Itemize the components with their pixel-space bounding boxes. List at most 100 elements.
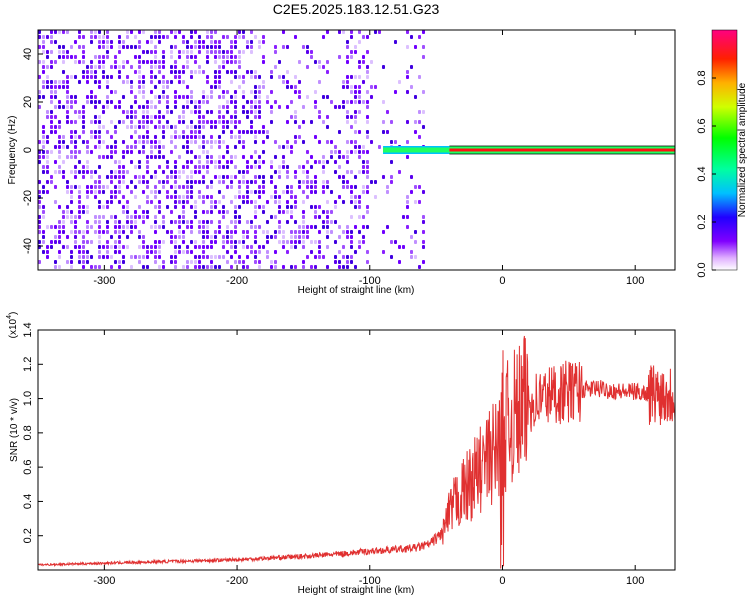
heatmap-cell	[142, 115, 145, 119]
heatmap-cell	[118, 260, 121, 264]
heatmap-cell	[78, 185, 81, 189]
heatmap-cell	[38, 45, 41, 49]
heatmap-cell	[186, 225, 189, 229]
heatmap-cell	[250, 190, 253, 194]
heatmap-cell	[138, 165, 141, 169]
heatmap-cell	[238, 195, 241, 199]
heatmap-cell	[58, 100, 61, 104]
heatmap-cell	[86, 165, 89, 169]
heatmap-cell	[198, 70, 201, 74]
heatmap-cell	[58, 105, 61, 109]
heatmap-cell	[238, 135, 241, 139]
heatmap-cell	[250, 130, 253, 134]
heatmap-cell	[302, 190, 305, 194]
heatmap-cell	[346, 265, 349, 269]
heatmap-cell	[42, 35, 45, 39]
heatmap-cell	[94, 265, 97, 269]
heatmap-cell	[158, 190, 161, 194]
heatmap-cell	[42, 150, 45, 154]
heatmap-cell	[222, 165, 225, 169]
heatmap-cell	[130, 120, 133, 124]
heatmap-cell	[198, 255, 201, 259]
heatmap-cell	[154, 45, 157, 49]
heatmap-cell	[386, 110, 389, 114]
heatmap-cell	[110, 90, 113, 94]
heatmap-cell	[138, 60, 141, 64]
heatmap-cell	[186, 100, 189, 104]
heatmap-cell	[102, 245, 105, 249]
heatmap-cell	[206, 165, 209, 169]
heatmap-cell	[106, 85, 109, 89]
heatmap-cell	[338, 105, 341, 109]
heatmap-cell	[142, 215, 145, 219]
heatmap-cell	[226, 105, 229, 109]
heatmap-cell	[358, 155, 361, 159]
heatmap-cell	[130, 265, 133, 269]
heatmap-cell	[134, 130, 137, 134]
heatmap-cell	[110, 155, 113, 159]
heatmap-cell	[146, 255, 149, 259]
heatmap-cell	[58, 135, 61, 139]
heatmap-cell	[186, 165, 189, 169]
heatmap-cell	[310, 205, 313, 209]
heatmap-cell	[38, 140, 41, 144]
heatmap-cell	[298, 80, 301, 84]
heatmap-cell	[178, 95, 181, 99]
heatmap-cell	[366, 100, 369, 104]
heatmap-cell	[186, 135, 189, 139]
heatmap-cell	[390, 240, 393, 244]
heatmap-cell	[230, 155, 233, 159]
heatmap-cell	[198, 265, 201, 269]
heatmap-cell	[230, 135, 233, 139]
heatmap-cell	[254, 180, 257, 184]
heatmap-cell	[218, 225, 221, 229]
heatmap-cell	[366, 185, 369, 189]
heatmap-cell	[158, 70, 161, 74]
heatmap-cell	[238, 255, 241, 259]
heatmap-cell	[178, 220, 181, 224]
heatmap-cell	[214, 230, 217, 234]
heatmap-cell	[74, 170, 77, 174]
heatmap-cell	[178, 55, 181, 59]
heatmap-cell	[50, 65, 53, 69]
heatmap-cell	[114, 230, 117, 234]
heatmap-cell	[358, 90, 361, 94]
heatmap-cell	[182, 250, 185, 254]
heatmap-cell	[98, 45, 101, 49]
heatmap-cell	[150, 50, 153, 54]
heatmap-cell	[210, 40, 213, 44]
heatmap-cell	[406, 200, 409, 204]
heatmap-cell	[66, 30, 69, 34]
heatmap-cell	[218, 120, 221, 124]
heatmap-cell	[86, 250, 89, 254]
heatmap-cell	[50, 40, 53, 44]
heatmap-cell	[54, 80, 57, 84]
colorbar-tick-label: 0.4	[696, 166, 708, 181]
heatmap-cell	[262, 175, 265, 179]
heatmap-cell	[78, 150, 81, 154]
heatmap-cell	[226, 150, 229, 154]
heatmap-cell	[270, 180, 273, 184]
heatmap-cell	[370, 140, 373, 144]
heatmap-cell	[94, 80, 97, 84]
heatmap-cell	[278, 175, 281, 179]
heatmap-cell	[354, 85, 357, 89]
heatmap-cell	[362, 80, 365, 84]
heatmap-cell	[170, 50, 173, 54]
heatmap-cell	[154, 85, 157, 89]
heatmap-cell	[278, 60, 281, 64]
heatmap-cell	[166, 230, 169, 234]
heatmap-cell	[370, 180, 373, 184]
heatmap-cell	[94, 100, 97, 104]
heatmap-cell	[82, 60, 85, 64]
heatmap-cell	[54, 40, 57, 44]
heatmap-cell	[42, 135, 45, 139]
heatmap-cell	[230, 240, 233, 244]
heatmap-cell	[214, 175, 217, 179]
heatmap-cell	[38, 220, 41, 224]
heatmap-cell	[194, 40, 197, 44]
heatmap-cell	[202, 220, 205, 224]
heatmap-cell	[234, 75, 237, 79]
heatmap-cell	[386, 185, 389, 189]
heatmap-cell	[278, 165, 281, 169]
